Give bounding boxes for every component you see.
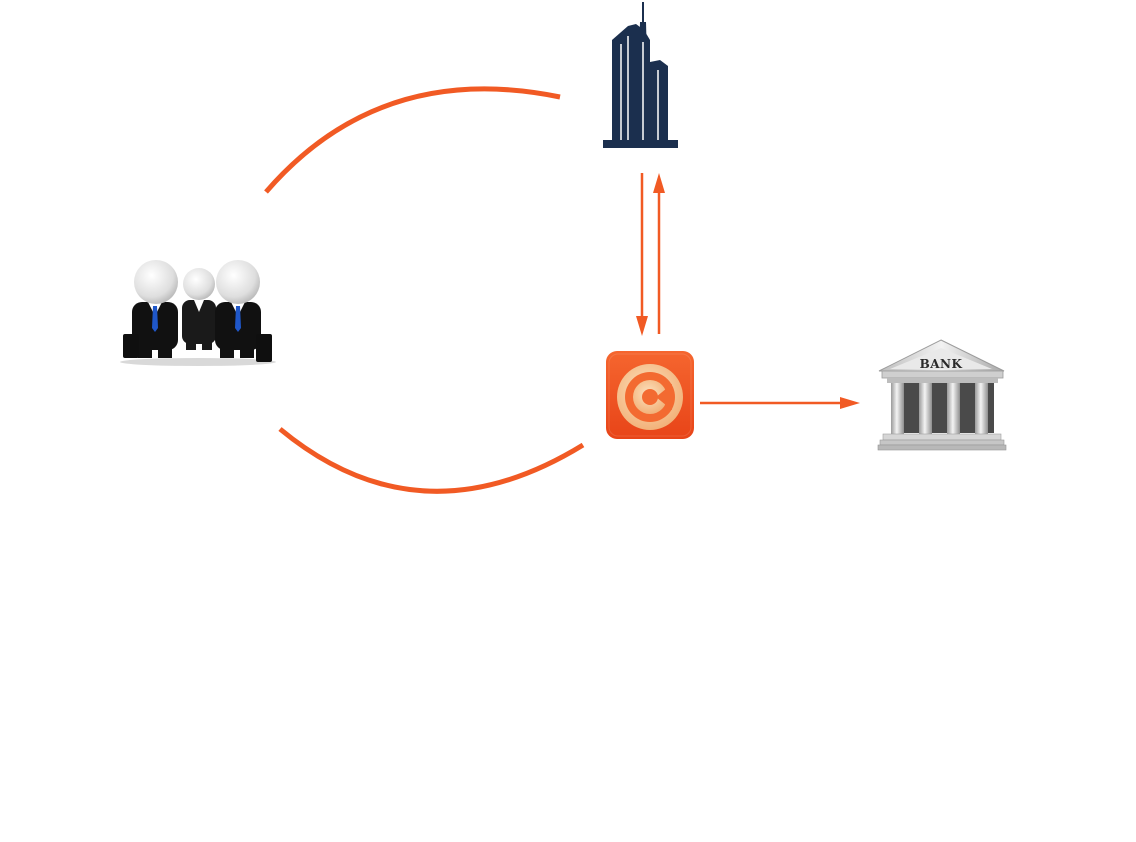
app-to-bank-arrow (700, 397, 860, 409)
business-people-icon (120, 260, 276, 366)
bank-building-icon: BANK (877, 339, 1007, 451)
lower-arc-connector (278, 427, 585, 494)
office-building-icon (603, 2, 678, 148)
connectors (264, 86, 860, 494)
bank-label: BANK (920, 357, 963, 371)
payment-app-logo-icon (606, 351, 694, 439)
company-to-app-arrow (636, 173, 648, 336)
upper-arc-connector (264, 86, 561, 194)
app-to-company-arrow (653, 173, 665, 334)
